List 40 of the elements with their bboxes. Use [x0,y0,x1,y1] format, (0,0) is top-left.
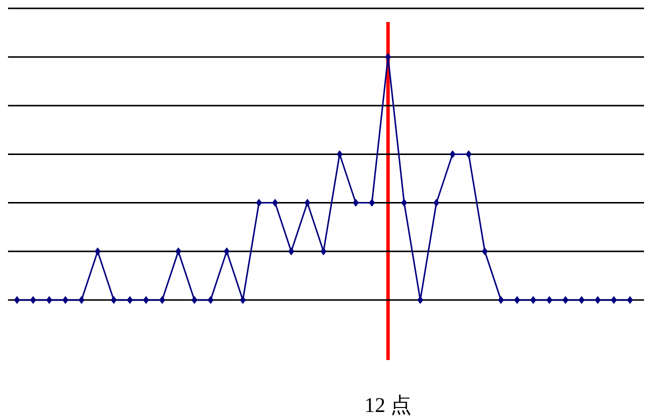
point [498,296,504,304]
point [368,198,375,207]
point [256,198,262,207]
point [94,247,101,256]
point [530,296,536,304]
point [320,247,326,256]
point [352,198,359,207]
point [627,296,633,304]
point [594,296,601,304]
point [610,296,617,304]
point [175,247,182,256]
point [385,53,392,61]
point [433,198,440,207]
point [30,296,36,304]
point [159,296,166,304]
point [14,296,20,304]
point [417,296,424,304]
point [62,296,68,304]
point [546,296,552,304]
point [288,247,294,256]
point [562,296,568,304]
point [143,296,150,304]
point [336,150,343,158]
text: 12 点 [364,393,412,416]
point [78,296,85,304]
point [578,296,585,304]
point [272,198,278,207]
point [224,247,230,256]
point [450,150,456,158]
point [466,150,472,158]
point [514,296,520,304]
point [482,247,488,256]
point [208,296,214,304]
point [401,198,408,207]
point [304,198,310,207]
point [126,296,133,304]
point [46,296,52,304]
point [240,296,246,304]
point [110,296,117,304]
point [191,296,198,304]
